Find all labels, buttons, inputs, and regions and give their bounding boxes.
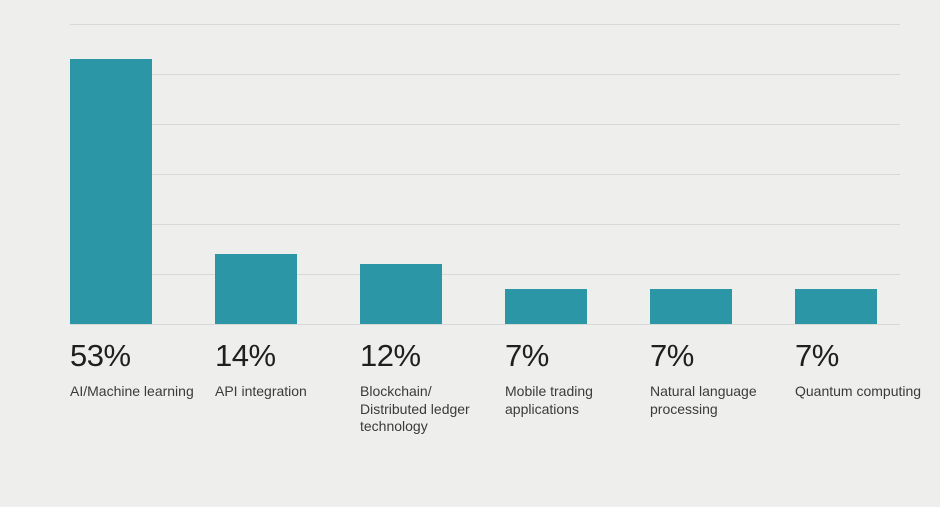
gridline <box>70 24 900 25</box>
gridline <box>70 74 900 75</box>
category-label: Blockchain/ Distributed ledger technolog… <box>360 383 487 436</box>
bar <box>795 289 877 324</box>
category-label: Quantum computing <box>795 383 922 401</box>
category-label: Natural language processing <box>650 383 777 418</box>
gridline <box>70 224 900 225</box>
plot-area <box>70 24 900 324</box>
bar <box>215 254 297 324</box>
bar-chart: 53% AI/Machine learning 14% API integration… <box>0 0 940 507</box>
percent-label: 14% <box>215 340 342 371</box>
percent-label: 7% <box>650 340 777 371</box>
percent-label: 7% <box>505 340 632 371</box>
label-column: 12% Blockchain/ Distributed ledger techno… <box>360 328 487 436</box>
label-column: 53% AI/Machine learning <box>70 328 197 401</box>
category-label: Mobile trading applications <box>505 383 632 418</box>
gridline <box>70 124 900 125</box>
label-column: 7% Quantum computing <box>795 328 922 401</box>
percent-label: 53% <box>70 340 197 371</box>
bar <box>505 289 587 324</box>
percent-label: 12% <box>360 340 487 371</box>
category-label: AI/Machine learning <box>70 383 197 401</box>
percent-label: 7% <box>795 340 922 371</box>
label-column: 14% API integration <box>215 328 342 401</box>
gridline <box>70 324 900 325</box>
gridline <box>70 274 900 275</box>
category-label: API integration <box>215 383 342 401</box>
bar <box>70 59 152 324</box>
bar <box>650 289 732 324</box>
label-column: 7% Mobile trading applications <box>505 328 632 418</box>
gridline <box>70 174 900 175</box>
bar <box>360 264 442 324</box>
label-column: 7% Natural language processing <box>650 328 777 418</box>
